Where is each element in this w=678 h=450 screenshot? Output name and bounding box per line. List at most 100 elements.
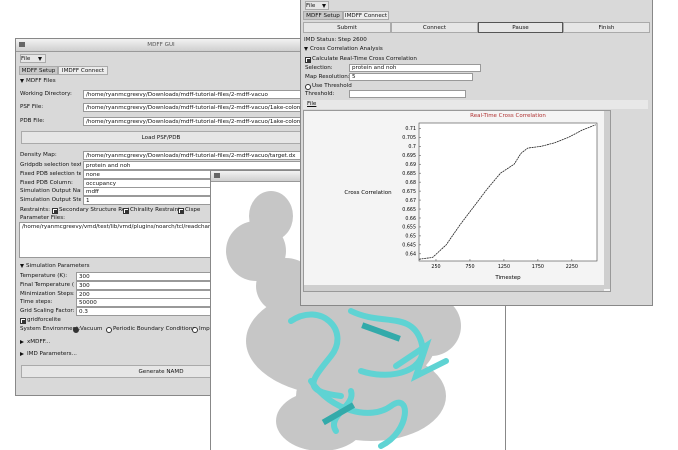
plot-file-menu[interactable]: File bbox=[307, 101, 317, 107]
expand-arrow[interactable] bbox=[20, 352, 24, 356]
x-tick-label: 250 bbox=[431, 264, 440, 270]
y-tick-label: 0.695 bbox=[402, 153, 416, 159]
y-tick-label: 0.7 bbox=[408, 144, 416, 150]
y-tick-label: 0.665 bbox=[402, 207, 416, 213]
section-header: MDFF Files bbox=[26, 78, 56, 84]
button[interactable]: Pause bbox=[478, 22, 563, 33]
expander[interactable]: xMDFF... bbox=[27, 339, 51, 345]
checkbox[interactable] bbox=[178, 208, 184, 214]
y-tick-label: 0.645 bbox=[402, 243, 416, 249]
button[interactable]: Connect bbox=[391, 22, 478, 33]
field-label: Time steps: bbox=[20, 299, 53, 305]
y-tick-label: 0.655 bbox=[402, 225, 416, 231]
collapse-arrow[interactable] bbox=[20, 264, 24, 268]
button[interactable]: Submit bbox=[303, 22, 391, 33]
plot-area bbox=[418, 122, 598, 262]
field-label: Simulation Output Name: bbox=[20, 188, 81, 194]
checkbox-label: Secondary Structure Restraints bbox=[59, 207, 129, 213]
section-header: Cross Correlation Analysis bbox=[310, 46, 383, 52]
text-field[interactable]: /home/ryanmcgreevy/Downloads/mdff-tutori… bbox=[83, 117, 301, 126]
collapse-arrow[interactable] bbox=[322, 4, 326, 8]
title-bar bbox=[16, 39, 306, 52]
field-label: PDB File: bbox=[20, 118, 45, 124]
field-label: Fixed PDB Column: bbox=[20, 180, 73, 186]
radio-label: Vacuum bbox=[80, 326, 103, 332]
collapse-arrow[interactable] bbox=[20, 79, 24, 83]
file-menu[interactable]: File bbox=[20, 54, 46, 63]
y-tick-label: 0.64 bbox=[405, 252, 416, 258]
x-tick-label: 1750 bbox=[532, 264, 544, 270]
plot-menubar bbox=[303, 100, 648, 109]
file-menu[interactable]: File bbox=[305, 1, 329, 10]
text-field[interactable]: protein and noh bbox=[83, 161, 301, 170]
text-field[interactable]: /home/ryanmcgreevy/Downloads/mdff-tutori… bbox=[83, 90, 301, 99]
x-tick-label: 2250 bbox=[566, 264, 578, 270]
field-label: PSF File: bbox=[20, 104, 44, 110]
checkbox[interactable] bbox=[20, 318, 26, 324]
y-tick-label: 0.67 bbox=[405, 198, 416, 204]
button[interactable]: Finish bbox=[563, 22, 650, 33]
horizontal-scrollbar[interactable] bbox=[304, 285, 604, 291]
text-field[interactable]: /home/ryanmcgreevy/Downloads/mdff-tutori… bbox=[83, 103, 301, 112]
text-field[interactable]: 5 bbox=[349, 73, 473, 81]
section-header: Simulation Parameters bbox=[26, 263, 90, 269]
checkbox[interactable] bbox=[305, 57, 311, 63]
y-tick-label: 0.69 bbox=[405, 162, 416, 168]
field-label: Map Resolution: bbox=[305, 74, 349, 80]
vertical-scrollbar[interactable] bbox=[604, 111, 610, 289]
field-label: Grid Scaling Factor: bbox=[20, 308, 74, 314]
field-label: Working Directory: bbox=[20, 91, 72, 97]
radio-label: Implici bbox=[199, 326, 218, 332]
y-axis-label: Cross Correlation bbox=[344, 190, 392, 196]
field-label: Selection: bbox=[305, 65, 333, 71]
y-tick-label: 0.705 bbox=[402, 135, 416, 141]
radio-label: Use Threshold bbox=[312, 83, 352, 89]
y-tick-label: 0.675 bbox=[402, 189, 416, 195]
field-label: Final Temperature (K): bbox=[20, 282, 74, 288]
tab[interactable]: IMDFF Connect bbox=[343, 11, 389, 20]
radio-label: Periodic Boundary Conditions bbox=[113, 326, 196, 332]
field-label: System Environment: bbox=[20, 326, 80, 332]
text-field[interactable] bbox=[349, 90, 466, 98]
y-tick-label: 0.68 bbox=[405, 180, 416, 186]
tab[interactable]: IMDFF Connect bbox=[58, 66, 108, 75]
field-label: Temperature (K): bbox=[20, 273, 68, 279]
x-axis-label: Timestep bbox=[494, 275, 521, 281]
text-field[interactable]: protein and noh bbox=[349, 64, 481, 72]
text-field[interactable]: /home/ryanmcgreevy/Downloads/mdff-tutori… bbox=[83, 151, 301, 160]
status-text: IMD Status: Step 2600 bbox=[304, 37, 367, 43]
checkbox[interactable] bbox=[52, 208, 58, 214]
field-label: Minimization Steps: bbox=[20, 291, 74, 297]
field-label: Parameter Files: bbox=[20, 215, 66, 221]
x-tick-label: 1250 bbox=[498, 264, 510, 270]
data-line bbox=[418, 124, 596, 260]
radio[interactable] bbox=[305, 84, 311, 90]
chart-title: Real-Time Cross Correlation bbox=[470, 113, 546, 119]
y-tick-label: 0.66 bbox=[405, 216, 416, 222]
radio[interactable] bbox=[192, 327, 198, 333]
window-icon bbox=[19, 42, 25, 47]
window-icon bbox=[214, 173, 220, 178]
expander[interactable]: IMD Parameters... bbox=[27, 351, 77, 357]
collapse-arrow[interactable] bbox=[304, 47, 308, 51]
field-label: Simulation Output Step: bbox=[20, 197, 81, 203]
checkbox-label: Calculate Real-Time Cross Correlation bbox=[312, 56, 417, 62]
field-label: Fixed PDB selection text: bbox=[20, 171, 81, 177]
collapse-arrow[interactable] bbox=[38, 57, 42, 61]
x-tick-label: 750 bbox=[465, 264, 474, 270]
imd-window: File MDFF Setup IMDFF Connect Submit Connect… bbox=[300, 0, 653, 306]
radio[interactable] bbox=[73, 327, 79, 333]
chart: Real-Time Cross Correlation Cross Correla… bbox=[344, 113, 598, 281]
checkbox-label: gridforcelite bbox=[27, 317, 61, 323]
checkbox-label: Cispe bbox=[185, 207, 201, 213]
checkbox-label: Chirality Restraints bbox=[130, 207, 180, 213]
load-button[interactable]: Load PSF/PDB bbox=[21, 131, 301, 144]
molecule-view bbox=[226, 191, 461, 450]
y-tick-label: 0.65 bbox=[405, 234, 416, 240]
radio[interactable] bbox=[106, 327, 112, 333]
checkbox[interactable] bbox=[123, 208, 129, 214]
expand-arrow[interactable] bbox=[20, 340, 24, 344]
tab[interactable]: MDFF Setup bbox=[19, 66, 58, 75]
tab[interactable]: MDFF Setup bbox=[303, 11, 343, 20]
